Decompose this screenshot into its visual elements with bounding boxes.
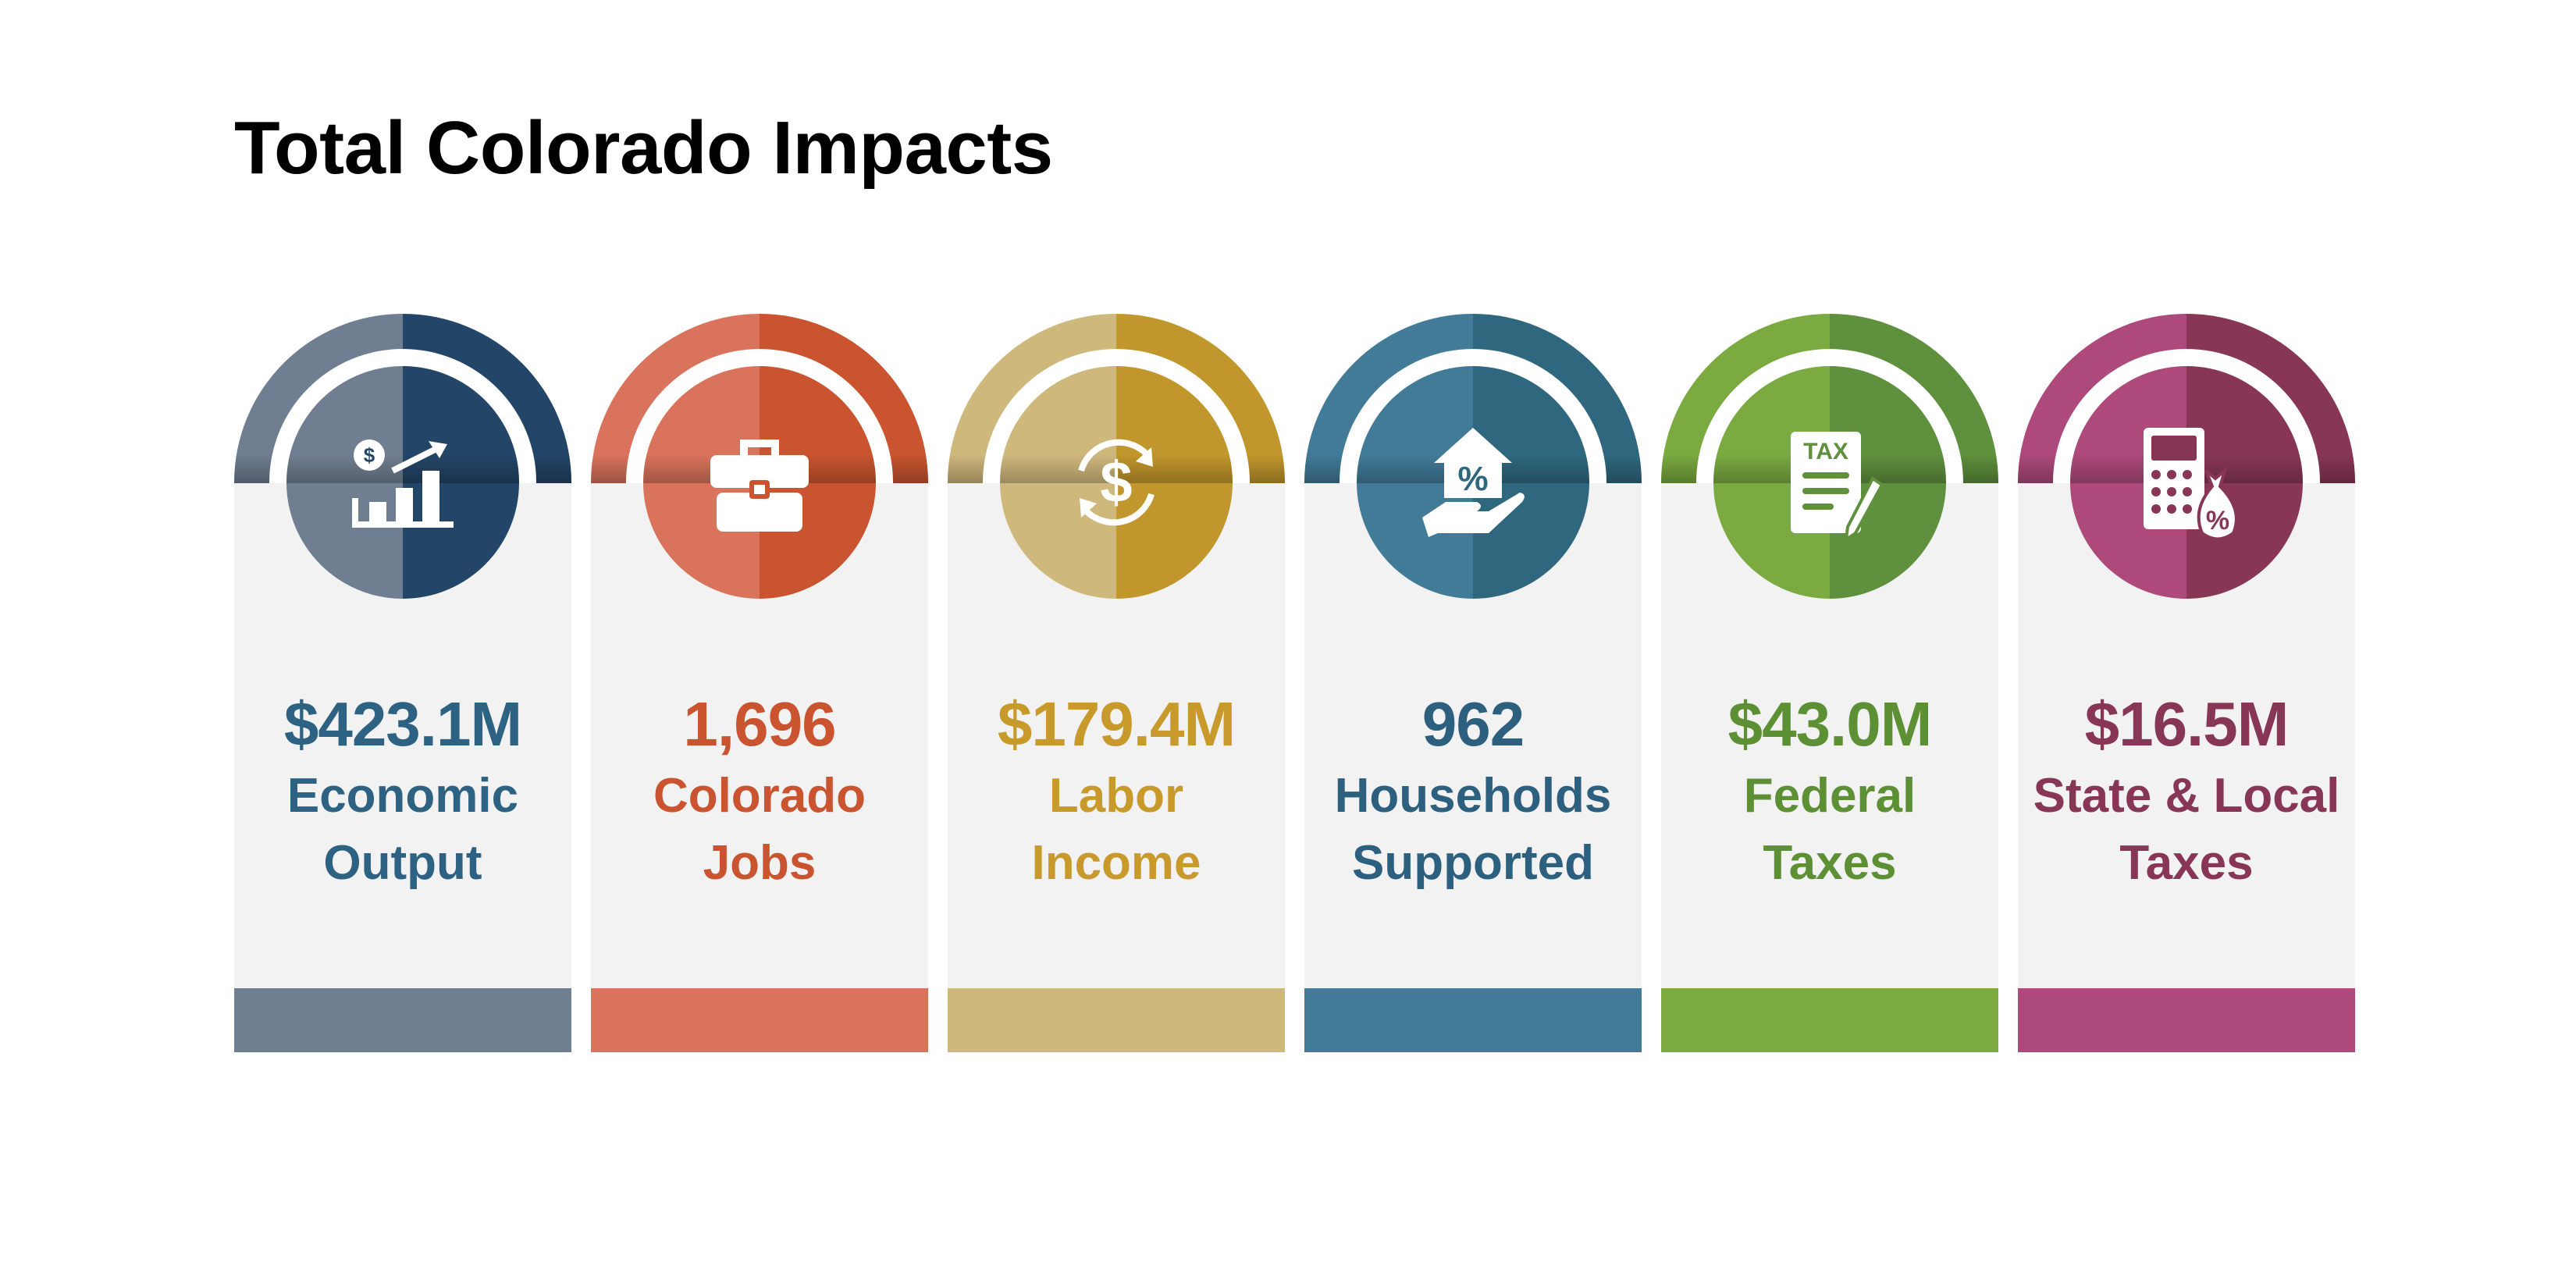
card-bottom-bar — [591, 988, 928, 1052]
house-in-hand-icon: % — [1422, 428, 1525, 537]
impact-value: $423.1M — [283, 689, 522, 759]
impact-label-line2: Taxes — [2119, 836, 2254, 890]
impact-card: $ $423.1M Economic Output — [234, 314, 571, 1052]
impact-label-line1: Labor — [1048, 769, 1184, 823]
impact-card: $ $179.4M Labor Income — [948, 314, 1285, 1052]
impact-label-line1: Federal — [1743, 769, 1916, 823]
impact-label-line2: Output — [323, 836, 482, 890]
impact-label-line1: Economic — [286, 769, 519, 823]
impact-label-line2: Taxes — [1763, 836, 1897, 890]
impact-label-line2: Income — [1031, 836, 1201, 890]
impact-value: $179.4M — [997, 689, 1236, 759]
svg-text:%: % — [2206, 506, 2229, 535]
card-bottom-bar — [2018, 988, 2355, 1052]
impact-card: TAX $43.0M Federal Taxes — [1661, 314, 1998, 1052]
card-bottom-bar — [1661, 988, 1998, 1052]
chart-growth-dollar-icon: $ — [352, 439, 454, 528]
page-title: Total Colorado Impacts — [234, 106, 1053, 190]
impact-value: 962 — [1421, 689, 1525, 759]
card-bottom-bar — [1304, 988, 1642, 1052]
svg-text:$: $ — [1100, 450, 1132, 514]
impact-card: % 962 Households Supported — [1304, 314, 1642, 1052]
impact-value: 1,696 — [683, 689, 836, 759]
impact-label-line1: Households — [1334, 769, 1612, 823]
impact-label-line2: Supported — [1352, 836, 1594, 890]
impact-card: % $16.5M State & Local Taxes — [2018, 314, 2355, 1052]
card-bottom-bar — [948, 988, 1285, 1052]
impact-value: $16.5M — [2084, 689, 2290, 759]
impact-value: $43.0M — [1727, 689, 1933, 759]
card-bottom-bar — [234, 988, 571, 1052]
impact-label-line2: Jobs — [703, 836, 817, 890]
impact-card: 1,696 Colorado Jobs — [591, 314, 928, 1052]
icon-circle — [1000, 366, 1233, 599]
dollar-cycle-icon: $ — [1078, 439, 1155, 526]
briefcase-icon — [710, 439, 809, 532]
svg-text:TAX: TAX — [1803, 439, 1848, 464]
svg-text:%: % — [1457, 460, 1488, 498]
calculator-moneybag-icon: % — [2144, 428, 2238, 541]
icon-circle — [286, 366, 519, 599]
svg-text:$: $ — [364, 443, 375, 467]
impact-label-line1: State & Local — [2033, 769, 2340, 823]
tax-document-icon: TAX — [1791, 432, 1884, 541]
impact-label-line1: Colorado — [653, 769, 866, 823]
